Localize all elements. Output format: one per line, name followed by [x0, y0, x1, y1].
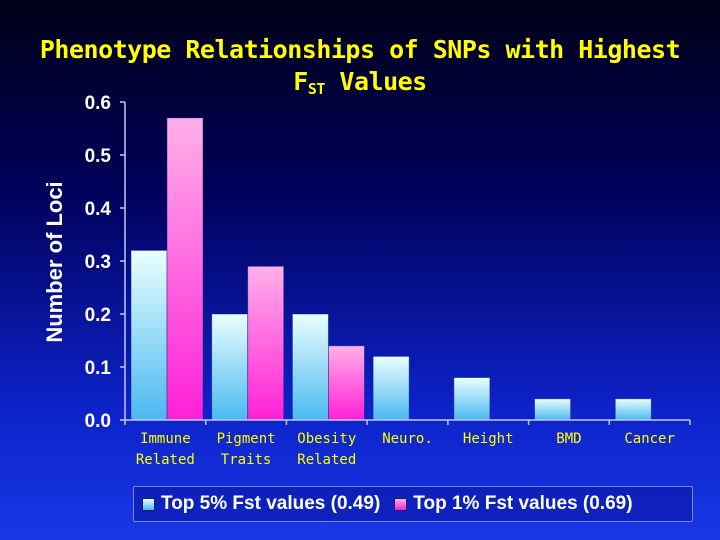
y-tick-label-3: 0.3: [85, 252, 111, 273]
y-tick-label-5: 0.5: [85, 146, 112, 167]
x-category-label-1-0: Pigment: [217, 431, 276, 447]
legend-item-top1: Top 1% Fst values (0.69): [394, 493, 633, 515]
legend-swatch-top1: [394, 497, 408, 511]
bar-top5-2: [292, 313, 329, 421]
x-category-label-2-0: Obesity: [297, 431, 356, 447]
x-category-label-1-1: Traits: [221, 452, 272, 468]
y-tick-label-2: 0.2: [85, 305, 111, 326]
chart-title: Phenotype Relationships of SNPs with Hig…: [0, 34, 720, 105]
legend-item-top5: Top 5% Fst values (0.49): [142, 493, 380, 515]
x-category-label-5-0: BMD: [556, 431, 581, 447]
title-f: F: [293, 67, 308, 96]
chart-title-line2: FST Values: [0, 66, 720, 105]
y-tick-label-6: 0.6: [85, 93, 111, 114]
x-category-label-0-0: Immune: [140, 431, 191, 447]
legend: Top 5% Fst values (0.49) Top 1% Fst valu…: [133, 486, 693, 522]
y-tick-label-1: 0.1: [85, 358, 112, 379]
title-subscript: ST: [307, 80, 326, 98]
bar-top5-3: [372, 355, 410, 421]
bar-top1-1: [247, 265, 285, 421]
title-end: Values: [324, 67, 427, 96]
x-category-label-4-0: Height: [463, 431, 514, 447]
legend-label-top5: Top 5% Fst values (0.49): [161, 493, 381, 514]
bar-top5-0: [130, 249, 168, 421]
bars-group: [130, 117, 652, 421]
x-category-label-3-0: Neuro.: [382, 431, 433, 447]
x-category-label-6-0: Cancer: [624, 431, 675, 447]
legend-label-top1: Top 1% Fst values (0.69): [413, 493, 633, 514]
bar-top5-6: [614, 398, 652, 421]
y-tick-label-0: 0.0: [85, 411, 111, 432]
x-category-label-2-1: Related: [297, 452, 356, 468]
chart-title-line1: Phenotype Relationships of SNPs with Hig…: [39, 35, 681, 64]
bar-top5-1: [211, 313, 249, 421]
bar-top1-2: [328, 345, 365, 421]
bar-top5-4: [453, 377, 491, 421]
y-axis-label: Number of Loci: [42, 181, 67, 342]
legend-swatch-top5: [142, 497, 155, 511]
y-tick-label-4: 0.4: [85, 199, 112, 220]
x-category-label-0-1: Related: [136, 452, 195, 468]
axes-group: 0.0 0.1 0.2 0.3 0.4 0.5 0.6 Immune Related Pigmen…: [85, 93, 691, 468]
bar-top1-0: [166, 117, 204, 421]
bar-top5-5: [534, 398, 571, 421]
